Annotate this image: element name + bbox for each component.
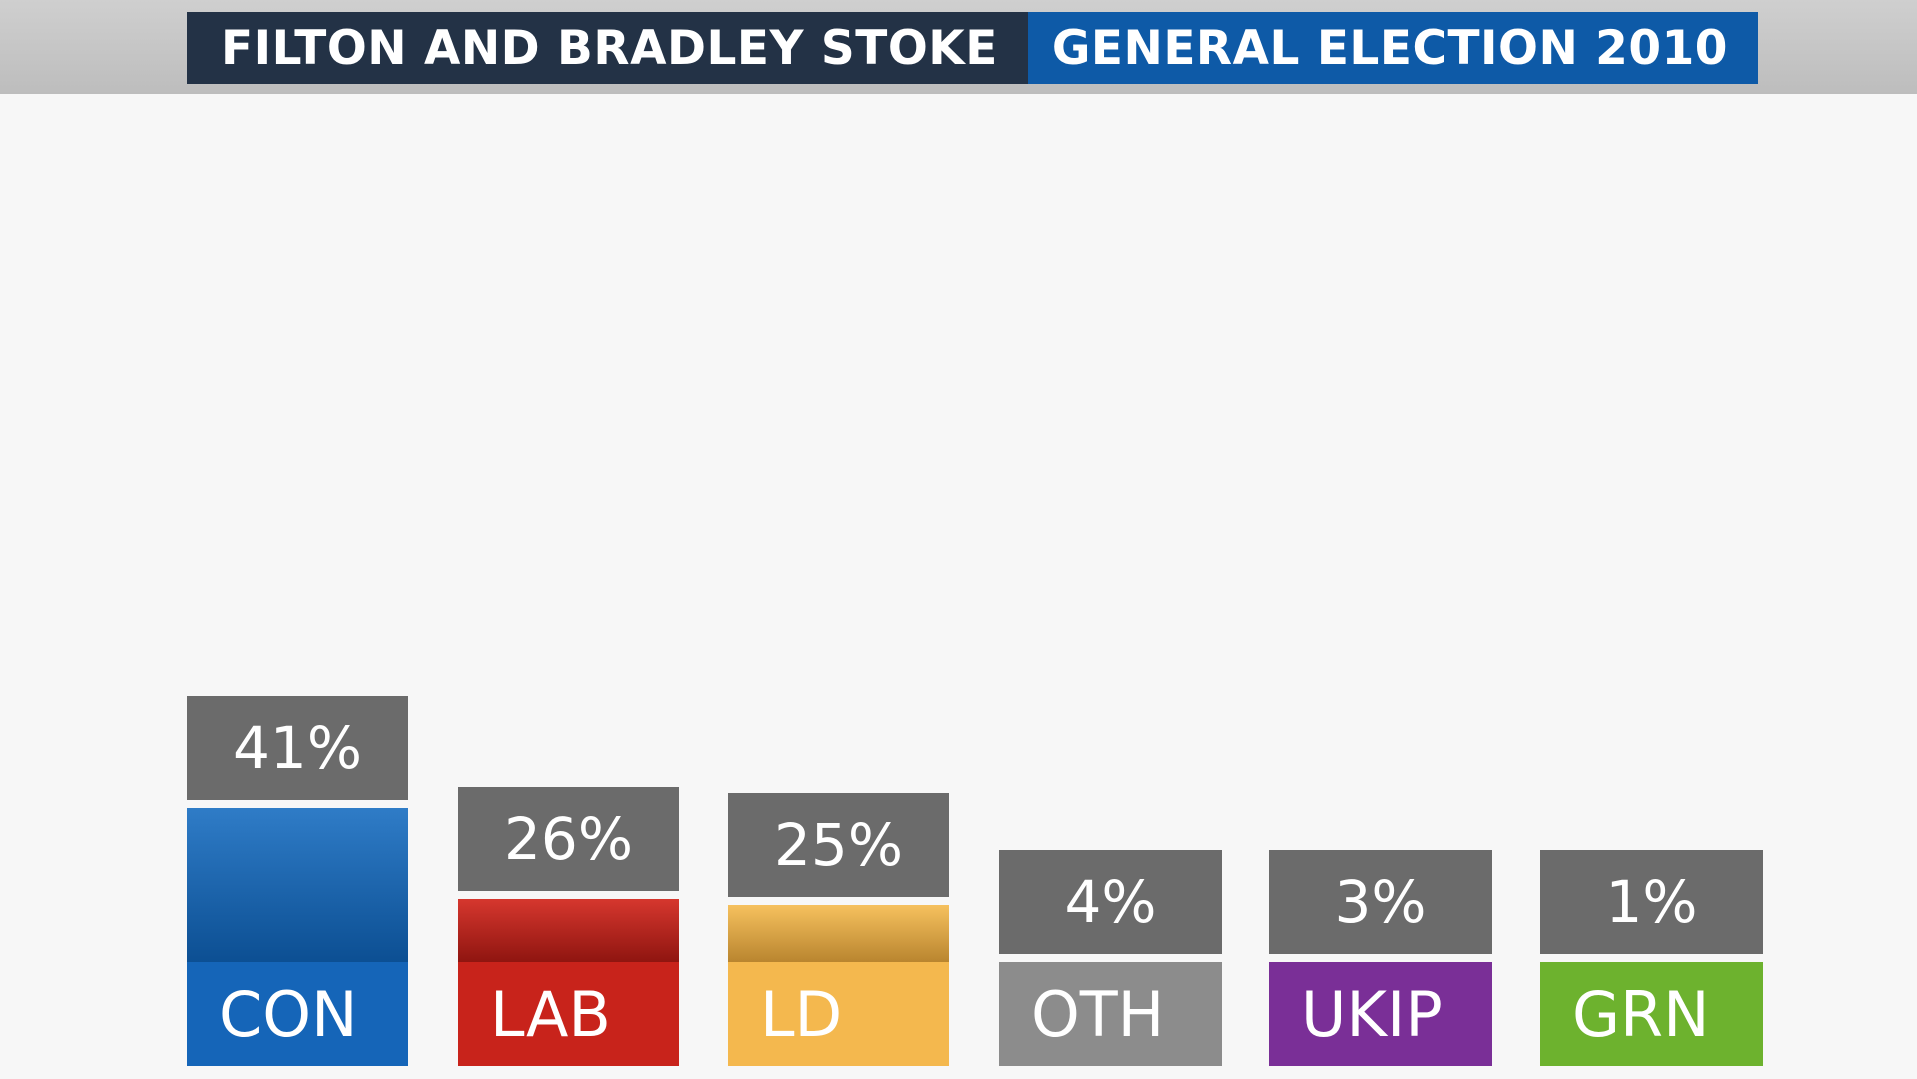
- value-label-con: 41%: [187, 696, 408, 800]
- value-label-lab: 26%: [458, 787, 679, 891]
- bar-ld: [728, 905, 949, 962]
- bar-con: [187, 808, 408, 962]
- category-label-oth: OTH: [999, 962, 1222, 1066]
- bar-lab: [458, 899, 679, 962]
- value-label-oth: 4%: [999, 850, 1222, 954]
- category-label-lab: LAB: [458, 962, 679, 1066]
- chart-title: FILTON AND BRADLEY STOKE GENERAL ELECTIO…: [187, 12, 1758, 84]
- election-title: GENERAL ELECTION 2010: [1027, 12, 1758, 84]
- value-label-grn: 1%: [1540, 850, 1763, 954]
- value-label-ld: 25%: [728, 793, 949, 897]
- category-label-ld: LD: [728, 962, 949, 1066]
- category-label-ukip: UKIP: [1269, 962, 1492, 1066]
- value-label-ukip: 3%: [1269, 850, 1492, 954]
- category-label-grn: GRN: [1540, 962, 1763, 1066]
- category-label-con: CON: [187, 962, 408, 1066]
- constituency-title: FILTON AND BRADLEY STOKE: [187, 12, 1028, 84]
